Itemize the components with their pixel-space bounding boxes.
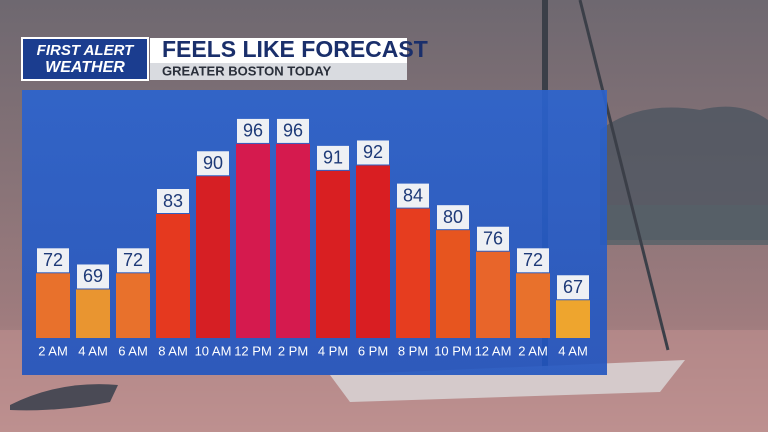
value-label-box bbox=[197, 151, 229, 176]
value-label: 67 bbox=[563, 277, 583, 297]
bar bbox=[436, 230, 470, 338]
value-label-box bbox=[557, 275, 589, 300]
value-label: 72 bbox=[43, 250, 63, 270]
value-label-box bbox=[237, 118, 269, 143]
bar bbox=[556, 300, 590, 338]
bar bbox=[116, 273, 150, 338]
value-label-box bbox=[437, 205, 469, 230]
bar bbox=[156, 214, 190, 338]
x-tick-label: 2 PM bbox=[278, 343, 308, 358]
value-label-box bbox=[477, 226, 509, 251]
x-tick-label: 6 PM bbox=[358, 343, 388, 358]
x-tick-label: 10 PM bbox=[434, 343, 472, 358]
value-label: 72 bbox=[523, 250, 543, 270]
value-label: 92 bbox=[363, 142, 383, 162]
x-tick-label: 2 AM bbox=[518, 343, 548, 358]
value-label-box bbox=[277, 118, 309, 143]
logo-line: FIRST ALERT bbox=[37, 42, 136, 59]
chart-title: FEELS LIKE FORECAST bbox=[162, 36, 428, 62]
value-label: 76 bbox=[483, 228, 503, 248]
x-tick-label: 10 AM bbox=[195, 343, 232, 358]
value-label: 84 bbox=[403, 185, 423, 205]
x-tick-label: 2 AM bbox=[38, 343, 68, 358]
bar bbox=[276, 143, 310, 338]
title-box bbox=[150, 38, 407, 63]
value-label: 69 bbox=[83, 266, 103, 286]
x-tick-label: 8 AM bbox=[158, 343, 188, 358]
chart-subtitle: GREATER BOSTON TODAY bbox=[162, 63, 332, 78]
value-label: 91 bbox=[323, 148, 343, 168]
x-tick-label: 4 AM bbox=[558, 343, 588, 358]
x-tick-label: 12 AM bbox=[475, 343, 512, 358]
value-label: 96 bbox=[283, 121, 303, 141]
bar bbox=[36, 273, 70, 338]
bar bbox=[236, 143, 270, 338]
value-label-box bbox=[357, 140, 389, 165]
bar bbox=[316, 170, 350, 338]
value-label: 90 bbox=[203, 153, 223, 173]
bar bbox=[196, 176, 230, 338]
x-tick-label: 6 AM bbox=[118, 343, 148, 358]
bar bbox=[356, 165, 390, 338]
value-label-box bbox=[37, 248, 69, 273]
bar bbox=[76, 289, 110, 338]
value-label-box bbox=[517, 248, 549, 273]
value-label: 83 bbox=[163, 191, 183, 211]
value-label-box bbox=[157, 189, 189, 213]
value-label-box bbox=[317, 145, 349, 170]
logo-line: WEATHER bbox=[45, 59, 125, 76]
x-tick-label: 4 PM bbox=[318, 343, 348, 358]
x-tick-label: 12 PM bbox=[234, 343, 272, 358]
value-label: 96 bbox=[243, 121, 263, 141]
bar bbox=[476, 251, 510, 338]
subtitle-box bbox=[150, 63, 407, 80]
value-label: 80 bbox=[443, 207, 463, 227]
value-label-box bbox=[77, 264, 109, 289]
value-label-box bbox=[117, 248, 149, 273]
x-tick-label: 8 PM bbox=[398, 343, 428, 358]
x-tick-label: 4 AM bbox=[78, 343, 108, 358]
bar bbox=[516, 273, 550, 338]
value-label-box bbox=[397, 183, 429, 208]
value-label: 72 bbox=[123, 250, 143, 270]
logo: FIRST ALERT WEATHER bbox=[21, 37, 149, 81]
bar bbox=[396, 208, 430, 338]
